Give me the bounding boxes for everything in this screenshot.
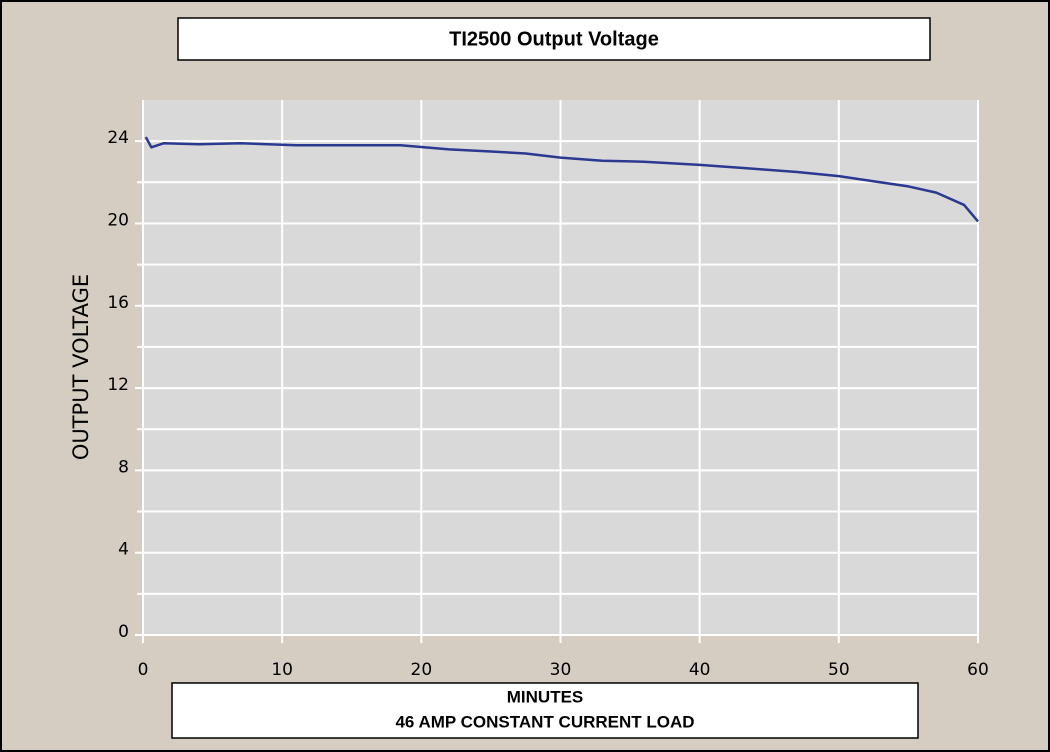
y-tick-label: 24 [107, 128, 129, 148]
y-tick-label: 12 [107, 375, 129, 395]
x-tick-label: 0 [138, 660, 149, 680]
x-tick-label: 30 [550, 660, 572, 680]
y-tick-label: 16 [107, 293, 129, 313]
chart-title: TI2500 Output Voltage [449, 28, 659, 50]
grid [135, 100, 979, 643]
y-tick-label: 20 [107, 210, 129, 230]
y-axis-label: OUTPUT VOLTAGE [69, 274, 93, 460]
y-tick-label: 0 [118, 622, 129, 642]
x-axis-label: MINUTES [507, 687, 584, 706]
x-tick-label: 40 [689, 660, 711, 680]
x-tick-label: 50 [828, 660, 850, 680]
x-axis-sublabel: 46 AMP CONSTANT CURRENT LOAD [395, 712, 694, 731]
title-box [177, 17, 931, 61]
y-tick-label: 8 [118, 457, 129, 477]
x-label-box [171, 682, 919, 739]
x-tick-label: 10 [271, 660, 293, 680]
y-tick-label: 4 [118, 540, 129, 560]
x-tick-label: 20 [411, 660, 433, 680]
data-line [144, 136, 979, 223]
x-tick-label: 60 [967, 660, 989, 680]
